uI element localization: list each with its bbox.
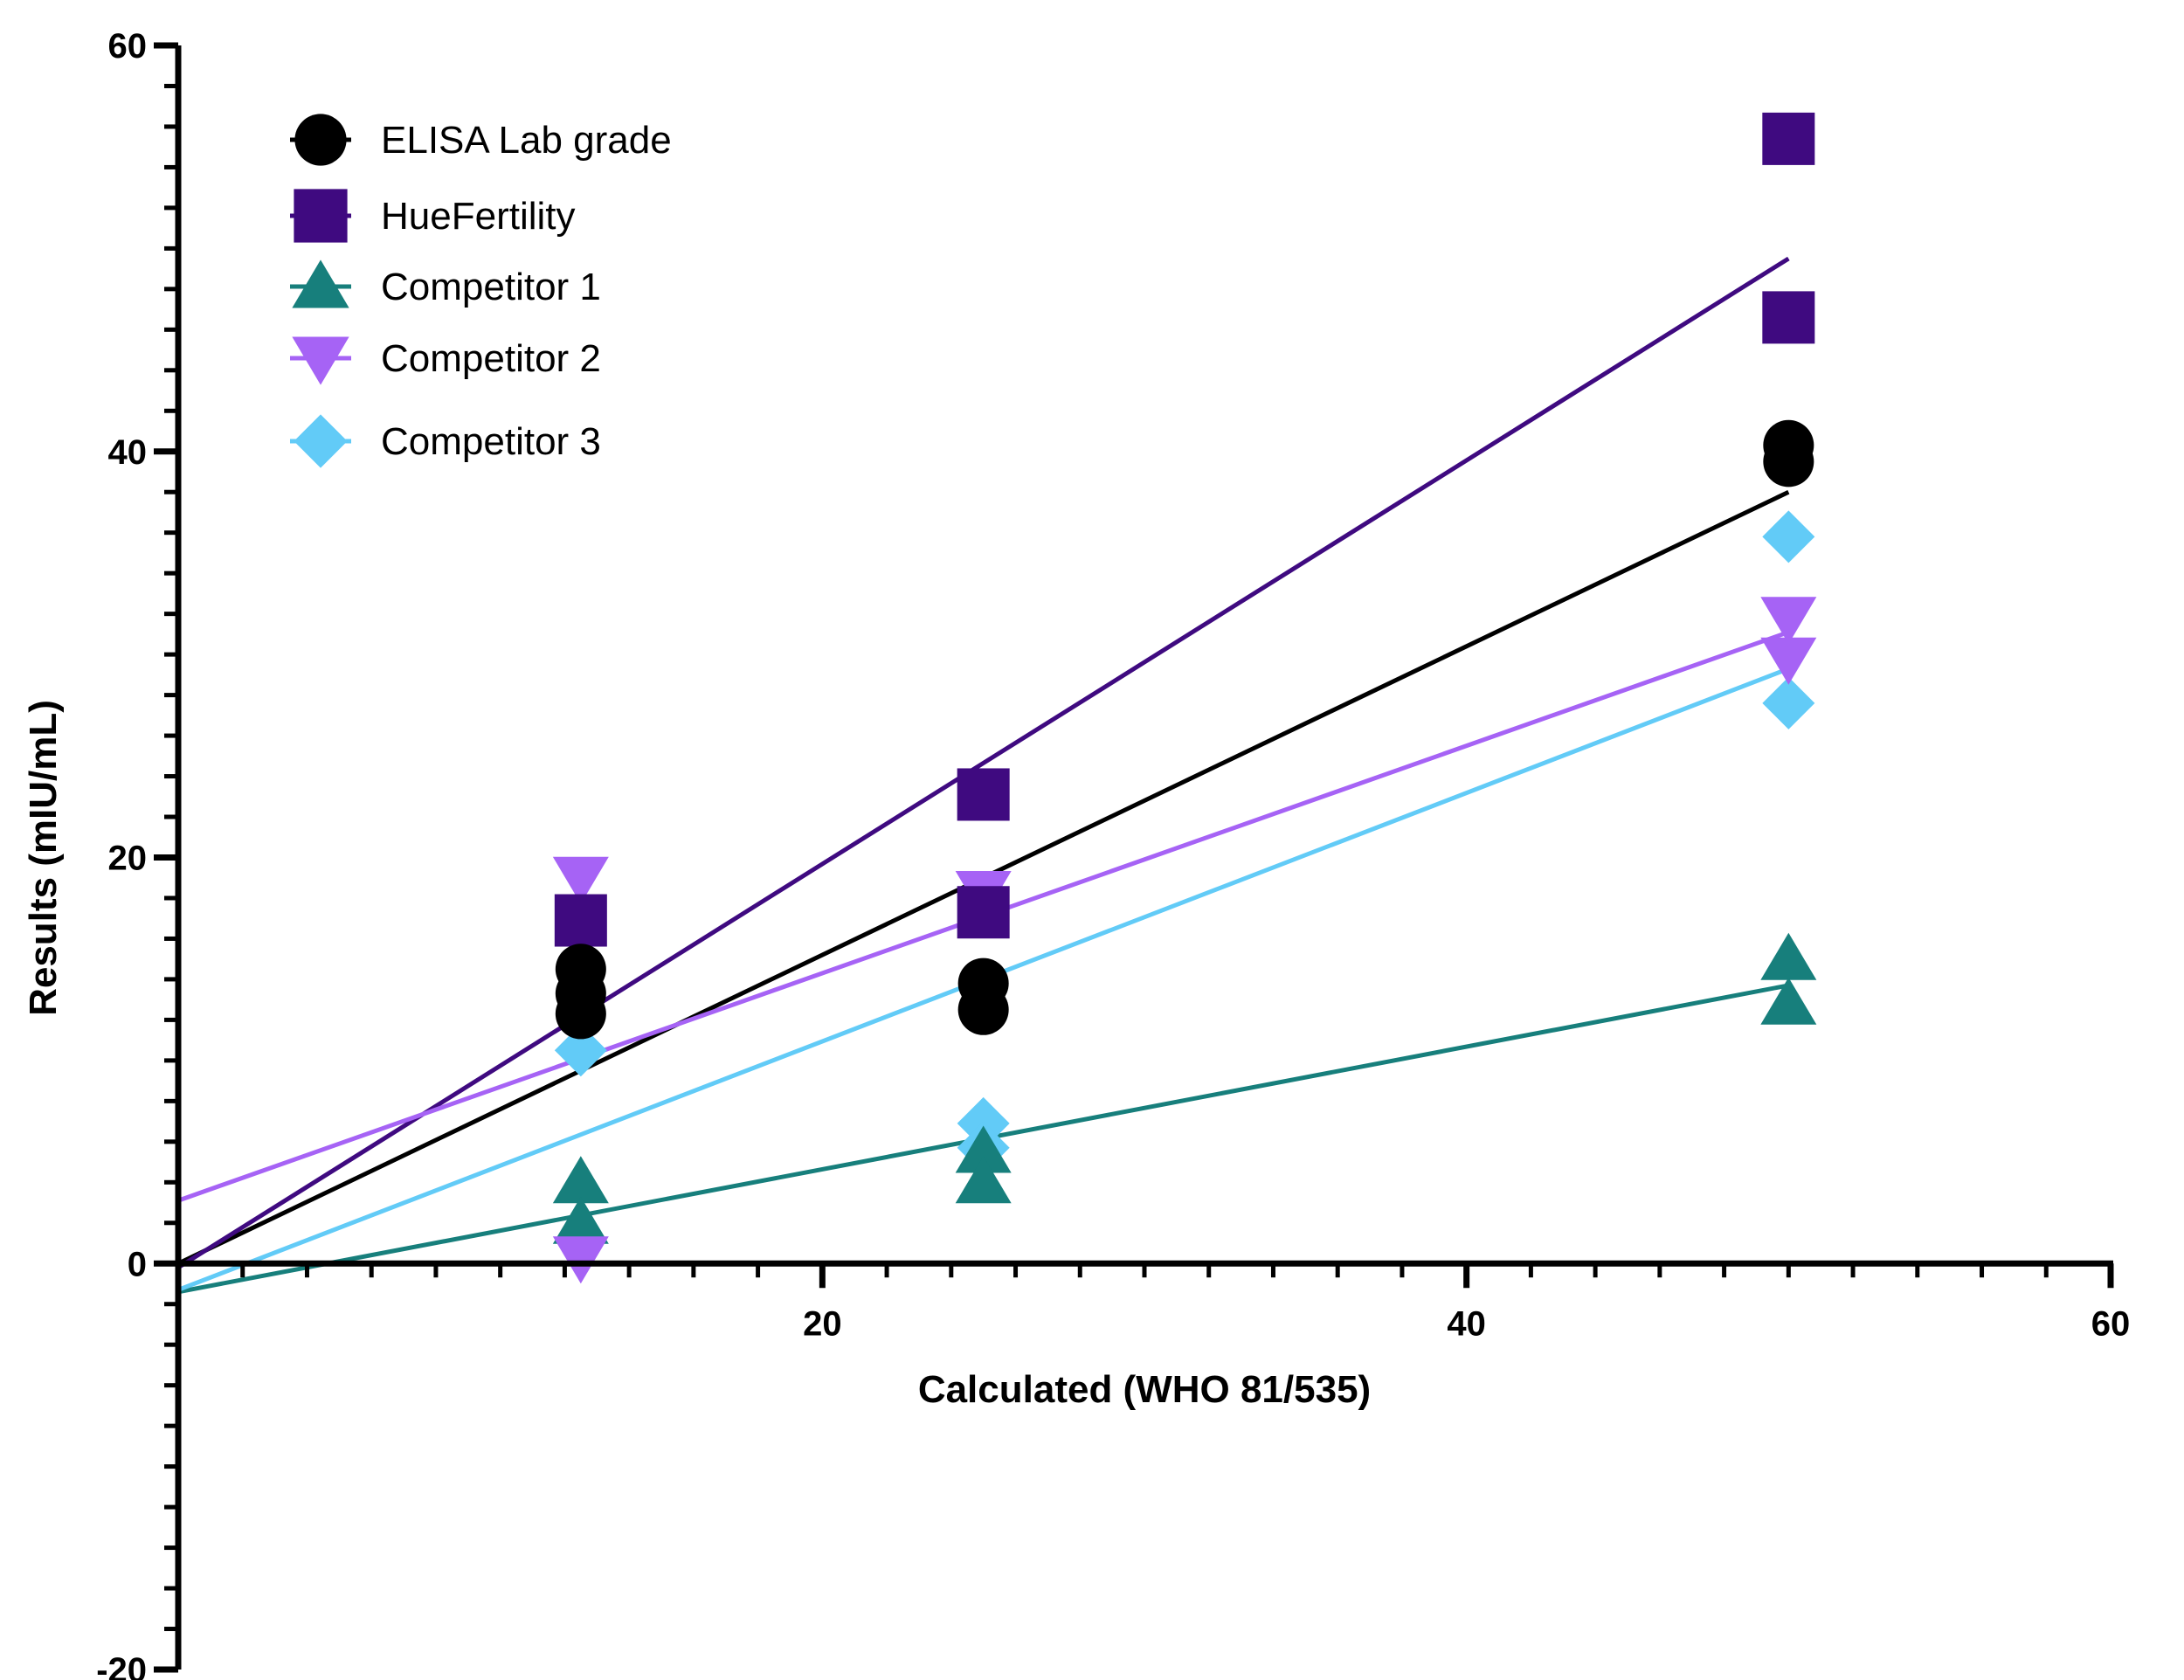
- legend-item-competitor-2: Competitor 2: [290, 336, 601, 385]
- point-competitor-3: [1762, 510, 1815, 563]
- legend-item-competitor-1: Competitor 1: [290, 259, 601, 308]
- point-elisa-lab-grade: [957, 984, 1009, 1035]
- legend-label: Competitor 3: [381, 420, 601, 463]
- point-competitor-2: [1760, 637, 1817, 685]
- legend-item-competitor-3: Competitor 3: [290, 414, 601, 468]
- point-competitor-1: [1760, 932, 1817, 980]
- y-tick-label: 60: [108, 27, 148, 66]
- point-competitor-1: [552, 1156, 609, 1204]
- x-axis-title: Calculated (WHO 81/535): [918, 1368, 1371, 1411]
- point-huefertility: [957, 768, 1010, 821]
- legend-label: HueFertility: [381, 195, 576, 238]
- y-tick-label: 40: [108, 433, 148, 472]
- point-competitor-2: [552, 1236, 609, 1284]
- legend-marker-triangle-down: [292, 336, 349, 385]
- legend-marker-triangle-up: [292, 259, 349, 308]
- point-competitor-1: [1760, 977, 1817, 1025]
- point-huefertility: [1762, 112, 1815, 165]
- y-axis-title: Results (mIU/mL): [22, 700, 65, 1016]
- x-tick-label: 60: [2091, 1304, 2131, 1343]
- point-competitor-1: [955, 1156, 1012, 1204]
- point-competitor-2: [552, 856, 609, 904]
- point-elisa-lab-grade: [555, 988, 606, 1040]
- point-huefertility: [554, 894, 607, 947]
- legend-marker-circle: [294, 114, 347, 166]
- legend-marker-square: [294, 189, 348, 243]
- point-competitor-2: [1760, 597, 1817, 645]
- x-tick-label: 20: [803, 1304, 842, 1343]
- point-competitor-1: [552, 1196, 609, 1244]
- axes: 60 40 20 0 -20 20 40 60: [96, 27, 2130, 1680]
- point-competitor-3: [554, 1024, 607, 1077]
- legend: ELISA Lab grade HueFertility Competitor 1 C…: [290, 114, 672, 468]
- point-huefertility: [1762, 291, 1815, 344]
- y-tick-label: 20: [108, 840, 148, 878]
- point-elisa-lab-grade: [1763, 436, 1814, 487]
- legend-label: Competitor 1: [381, 266, 601, 308]
- legend-item-huefertility: HueFertility: [290, 189, 576, 243]
- y-tick-label: 0: [128, 1245, 147, 1283]
- legend-item-elisa-lab-grade: ELISA Lab grade: [290, 114, 672, 166]
- legend-label: ELISA Lab grade: [381, 119, 672, 162]
- point-huefertility: [957, 886, 1010, 939]
- fit-line-huefertility: [176, 256, 1790, 1270]
- x-tick-label: 40: [1447, 1304, 1486, 1343]
- point-competitor-3: [1762, 676, 1815, 729]
- legend-label: Competitor 2: [381, 337, 601, 380]
- legend-marker-diamond: [294, 414, 348, 468]
- data-markers: [552, 112, 1817, 1284]
- y-tick-label: -20: [96, 1651, 147, 1680]
- point-competitor-1: [955, 1125, 1012, 1173]
